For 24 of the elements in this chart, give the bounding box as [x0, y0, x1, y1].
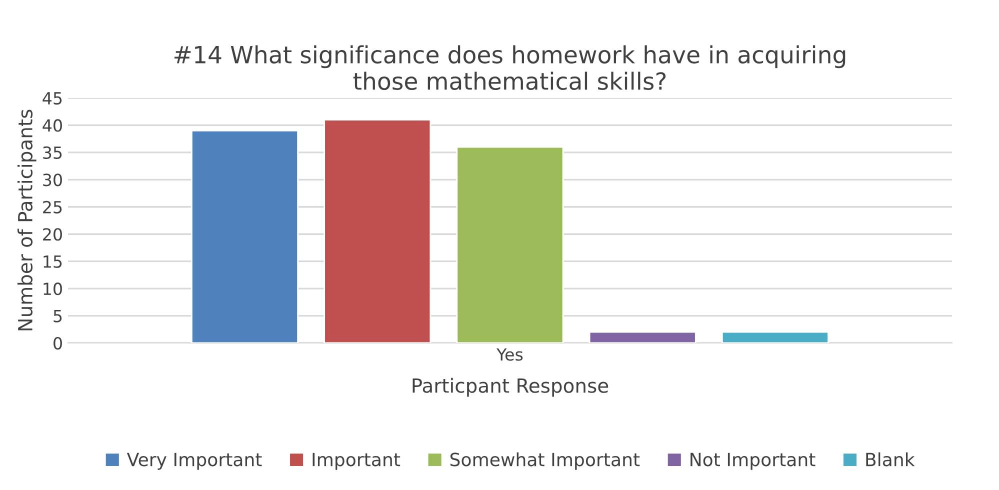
y-tick-label: 5 [54, 310, 62, 322]
y-tick-label: 30 [43, 174, 62, 186]
legend-label: Very Important [126, 452, 262, 470]
y-tick-label: 10 [44, 282, 62, 296]
chart-title: #14 What significance does homework have in acquiring those mathematical skills? [174, 45, 846, 90]
legend-label: Somewhat Important [450, 452, 640, 470]
bar [721, 331, 829, 343]
y-tick-label: 25 [43, 200, 62, 214]
y-tick-label: 40 [42, 119, 62, 132]
y-tick-label: 20 [43, 228, 62, 241]
y-tick-label: 0 [54, 336, 62, 350]
x-tick-label: Yes [496, 348, 523, 361]
bar [324, 119, 432, 343]
y-tick-label: 35 [43, 146, 62, 160]
bar [456, 146, 564, 343]
legend-label: Important [312, 452, 400, 470]
legend-label: Not Important [690, 452, 816, 470]
y-axis-title: Number of Participants [17, 110, 36, 330]
y-tick-label: 45 [42, 92, 62, 105]
y-tick-label: 15 [44, 256, 62, 268]
bar [588, 331, 696, 343]
bar [191, 130, 298, 343]
x-axis-title: Particpant Response [412, 378, 608, 397]
legend-label: Blank [866, 452, 915, 466]
